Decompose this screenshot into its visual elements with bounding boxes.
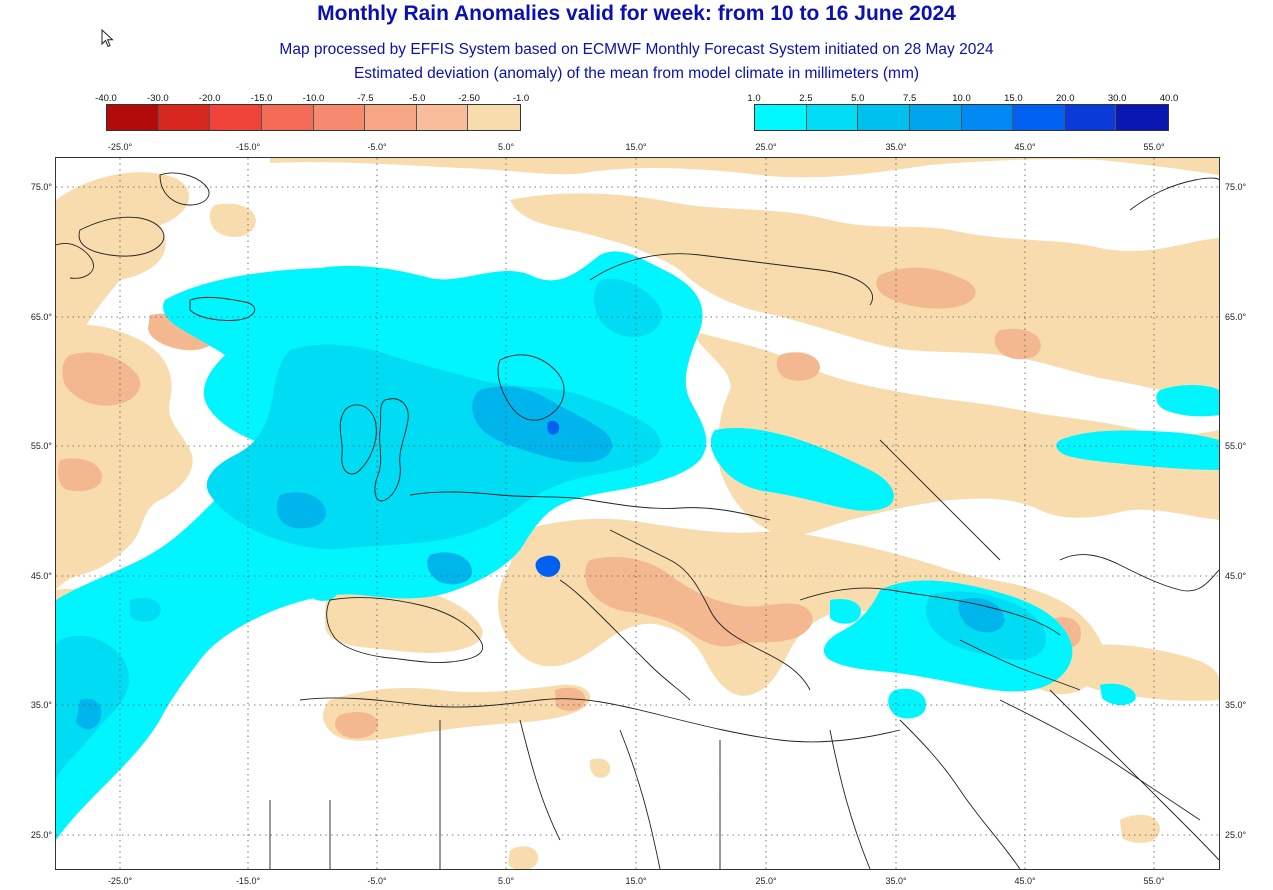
longitude-label: 5.0°: [498, 876, 515, 886]
wet-anomaly-strong-areas: [76, 386, 1005, 730]
longitude-label: -15.0°: [236, 876, 261, 886]
negative-legend-label: -30.0: [147, 93, 169, 104]
positive-legend-label: 7.5: [903, 93, 917, 104]
latitude-label: 65.0°: [31, 312, 53, 322]
longitude-label: 35.0°: [885, 142, 907, 152]
positive-legend-label: 10.0: [952, 93, 971, 104]
negative-legend-swatch: [468, 105, 520, 130]
longitude-label: 45.0°: [1014, 142, 1036, 152]
positive-legend-swatch: [1013, 105, 1065, 130]
latitude-label: 75.0°: [1225, 182, 1247, 192]
longitude-label: 25.0°: [755, 876, 777, 886]
negative-anomaly-legend: [106, 104, 521, 131]
country-borders: [56, 172, 1219, 869]
latitude-labels-right: 75.0° 65.0° 55.0° 45.0° 35.0° 25.0°: [1225, 182, 1247, 840]
longitude-labels-bottom: -25.0° -15.0° -5.0° 5.0° 15.0° 25.0° 35.0° 45.0…: [108, 876, 1165, 886]
positive-legend-label: 20.0: [1056, 93, 1075, 104]
dry-anomaly-moderate-areas: [58, 267, 1081, 739]
latitude-label: 75.0°: [31, 182, 53, 192]
positive-legend-labels: 1.0 2.5 5.0 7.5 10.0 15.0 20.0 30.0 40.0: [747, 93, 1178, 105]
mouse-pointer-icon: [101, 29, 114, 48]
negative-legend-swatch: [313, 105, 366, 130]
positive-legend-swatch: [755, 105, 807, 130]
positive-legend-swatch: [1116, 105, 1168, 130]
longitude-label: 35.0°: [885, 876, 907, 886]
latitude-label: 35.0°: [1225, 700, 1247, 710]
latitude-label: 65.0°: [1225, 312, 1247, 322]
negative-legend-labels: -40.0 -30.0 -20.0 -15.0 -10.0 -7.5 -5.0 -2.50 -1…: [95, 93, 529, 105]
positive-legend-swatch: [806, 105, 859, 130]
negative-legend-label: -15.0: [250, 93, 273, 104]
longitude-label: -25.0°: [108, 142, 133, 152]
positive-legend-label: 15.0: [1004, 93, 1023, 104]
longitude-label: -5.0°: [367, 876, 387, 886]
longitude-label: -25.0°: [108, 876, 133, 886]
negative-legend-label: -2.50: [458, 93, 480, 104]
longitude-label: 15.0°: [625, 142, 647, 152]
longitude-label: 55.0°: [1143, 876, 1165, 886]
map-frame: [55, 157, 1220, 870]
negative-legend-swatch: [210, 105, 262, 130]
negative-legend-label: -1.0: [512, 93, 530, 104]
longitude-label: -15.0°: [236, 142, 261, 152]
map-description: Estimated deviation (anomaly) of the mea…: [353, 65, 920, 82]
longitude-label: 55.0°: [1143, 142, 1165, 152]
longitude-label: 45.0°: [1014, 876, 1036, 886]
negative-legend-swatch: [107, 105, 159, 130]
negative-legend-swatch: [158, 105, 211, 130]
negative-legend-swatch: [261, 105, 314, 130]
negative-legend-label: -10.0: [302, 93, 325, 104]
positive-legend-swatch: [909, 105, 962, 130]
longitude-label: 25.0°: [755, 142, 777, 152]
negative-legend-swatch: [365, 105, 417, 130]
map-gridlines: [56, 158, 1219, 869]
longitude-labels-top: -25.0° -15.0° -5.0° 5.0° 15.0° 25.0° 35.0° 45.0…: [108, 142, 1165, 152]
latitude-label: 55.0°: [31, 441, 53, 451]
latitude-label: 45.0°: [1225, 571, 1247, 581]
wet-anomaly-deep-areas: [535, 420, 561, 577]
positive-legend-swatch: [961, 105, 1014, 130]
positive-legend-label: 2.5: [799, 93, 813, 104]
negative-legend-label: -7.5: [357, 93, 374, 104]
negative-legend-label: -5.0: [409, 93, 426, 104]
longitude-label: 15.0°: [625, 876, 647, 886]
latitude-label: 45.0°: [31, 571, 53, 581]
longitude-label: 5.0°: [498, 142, 515, 152]
latitude-label: 25.0°: [31, 830, 53, 840]
negative-legend-label: -40.0: [95, 93, 117, 104]
map-title: Monthly Rain Anomalies valid for week: f…: [317, 2, 956, 25]
longitude-label: -5.0°: [367, 142, 387, 152]
latitude-label: 55.0°: [1225, 441, 1247, 451]
negative-legend-label: -20.0: [198, 93, 221, 104]
positive-legend-swatch: [1064, 105, 1117, 130]
map-subtitle: Map processed by EFFIS System based on E…: [279, 41, 994, 58]
positive-legend-label: 5.0: [851, 93, 865, 104]
latitude-label: 25.0°: [1225, 830, 1247, 840]
positive-legend-label: 40.0: [1159, 93, 1179, 104]
positive-legend-swatch: [858, 105, 910, 130]
negative-legend-swatch: [416, 105, 469, 130]
positive-legend-label: 30.0: [1107, 93, 1127, 104]
latitude-label: 35.0°: [31, 700, 53, 710]
positive-legend-label: 1.0: [747, 93, 761, 104]
positive-anomaly-legend: [754, 104, 1169, 131]
latitude-labels-left: 75.0° 65.0° 55.0° 45.0° 35.0° 25.0°: [31, 182, 53, 840]
